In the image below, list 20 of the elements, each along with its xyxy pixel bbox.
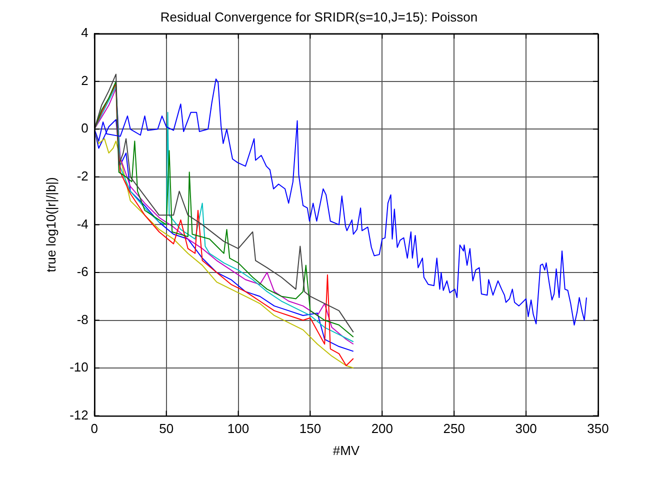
y-tick-label: 2 (81, 72, 88, 88)
x-tick-label: 300 (515, 421, 537, 436)
y-tick-label: -12 (70, 407, 88, 422)
x-tick-label: 350 (587, 421, 609, 436)
y-tick-label: -8 (76, 312, 88, 327)
x-tick-label: 100 (227, 421, 250, 436)
x-axis-title: #MV (332, 442, 360, 458)
y-tick-label: -4 (76, 216, 88, 232)
x-tick-label: 200 (371, 421, 394, 436)
y-tick-label: -10 (70, 360, 88, 375)
x-tick-label: 0 (90, 421, 98, 436)
x-tick-label: 250 (443, 421, 465, 436)
x-tick-label: 50 (159, 421, 174, 436)
y-tick-label: 0 (81, 120, 88, 136)
chart-title: Residual Convergence for SRIDR(s=10,J=15): Poisson (160, 9, 478, 24)
x-tick-label: 150 (299, 421, 322, 436)
y-tick-label: -2 (76, 168, 88, 184)
y-axis-title: true log10(|r|/|b|) (43, 177, 58, 272)
y-tick-label: -6 (76, 264, 88, 280)
y-tick-label: 4 (81, 25, 88, 40)
